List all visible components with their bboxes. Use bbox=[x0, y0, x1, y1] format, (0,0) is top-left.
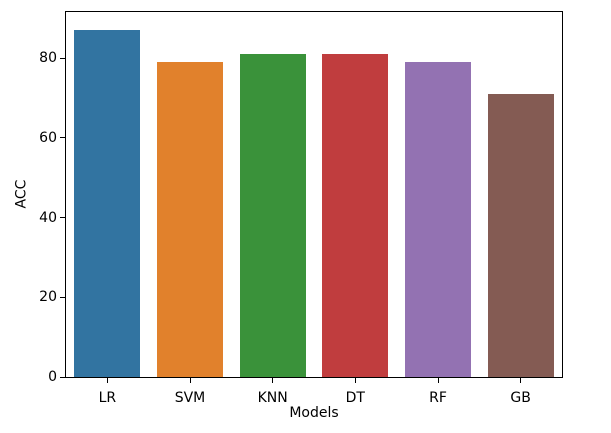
x-tick-mark bbox=[437, 378, 439, 383]
y-tick-label: 0 bbox=[48, 369, 57, 385]
plot-area bbox=[65, 11, 563, 378]
bar-knn bbox=[239, 54, 306, 377]
bar-svm bbox=[156, 62, 224, 377]
x-axis-label: Models bbox=[289, 405, 339, 421]
bar-gb bbox=[487, 94, 554, 377]
x-tick-label-knn: KNN bbox=[257, 390, 288, 406]
y-axis-label: ACC bbox=[13, 179, 30, 209]
x-tick-label-svm: SVM bbox=[174, 390, 206, 406]
y-tick-mark bbox=[60, 296, 65, 298]
y-tick-label: 40 bbox=[39, 209, 57, 226]
x-tick-mark bbox=[354, 378, 356, 383]
x-tick-label-lr: LR bbox=[98, 390, 117, 406]
bar-rf bbox=[404, 62, 472, 377]
x-tick-label-rf: RF bbox=[429, 390, 447, 406]
x-tick-label-dt: DT bbox=[345, 390, 365, 406]
bar-dt bbox=[322, 54, 389, 377]
y-tick-label: 80 bbox=[39, 50, 57, 67]
y-tick-label: 20 bbox=[39, 289, 57, 306]
y-tick-label: 60 bbox=[39, 129, 57, 146]
x-tick-mark bbox=[272, 378, 274, 383]
y-tick-mark bbox=[60, 137, 65, 139]
y-tick-mark bbox=[60, 57, 65, 59]
y-tick-mark bbox=[60, 217, 65, 219]
x-tick-label-gb: GB bbox=[510, 390, 531, 406]
x-tick-mark bbox=[520, 378, 522, 383]
y-tick-mark bbox=[60, 376, 65, 378]
x-tick-mark bbox=[106, 378, 108, 383]
bar-lr bbox=[74, 30, 141, 377]
x-tick-mark bbox=[189, 378, 191, 383]
